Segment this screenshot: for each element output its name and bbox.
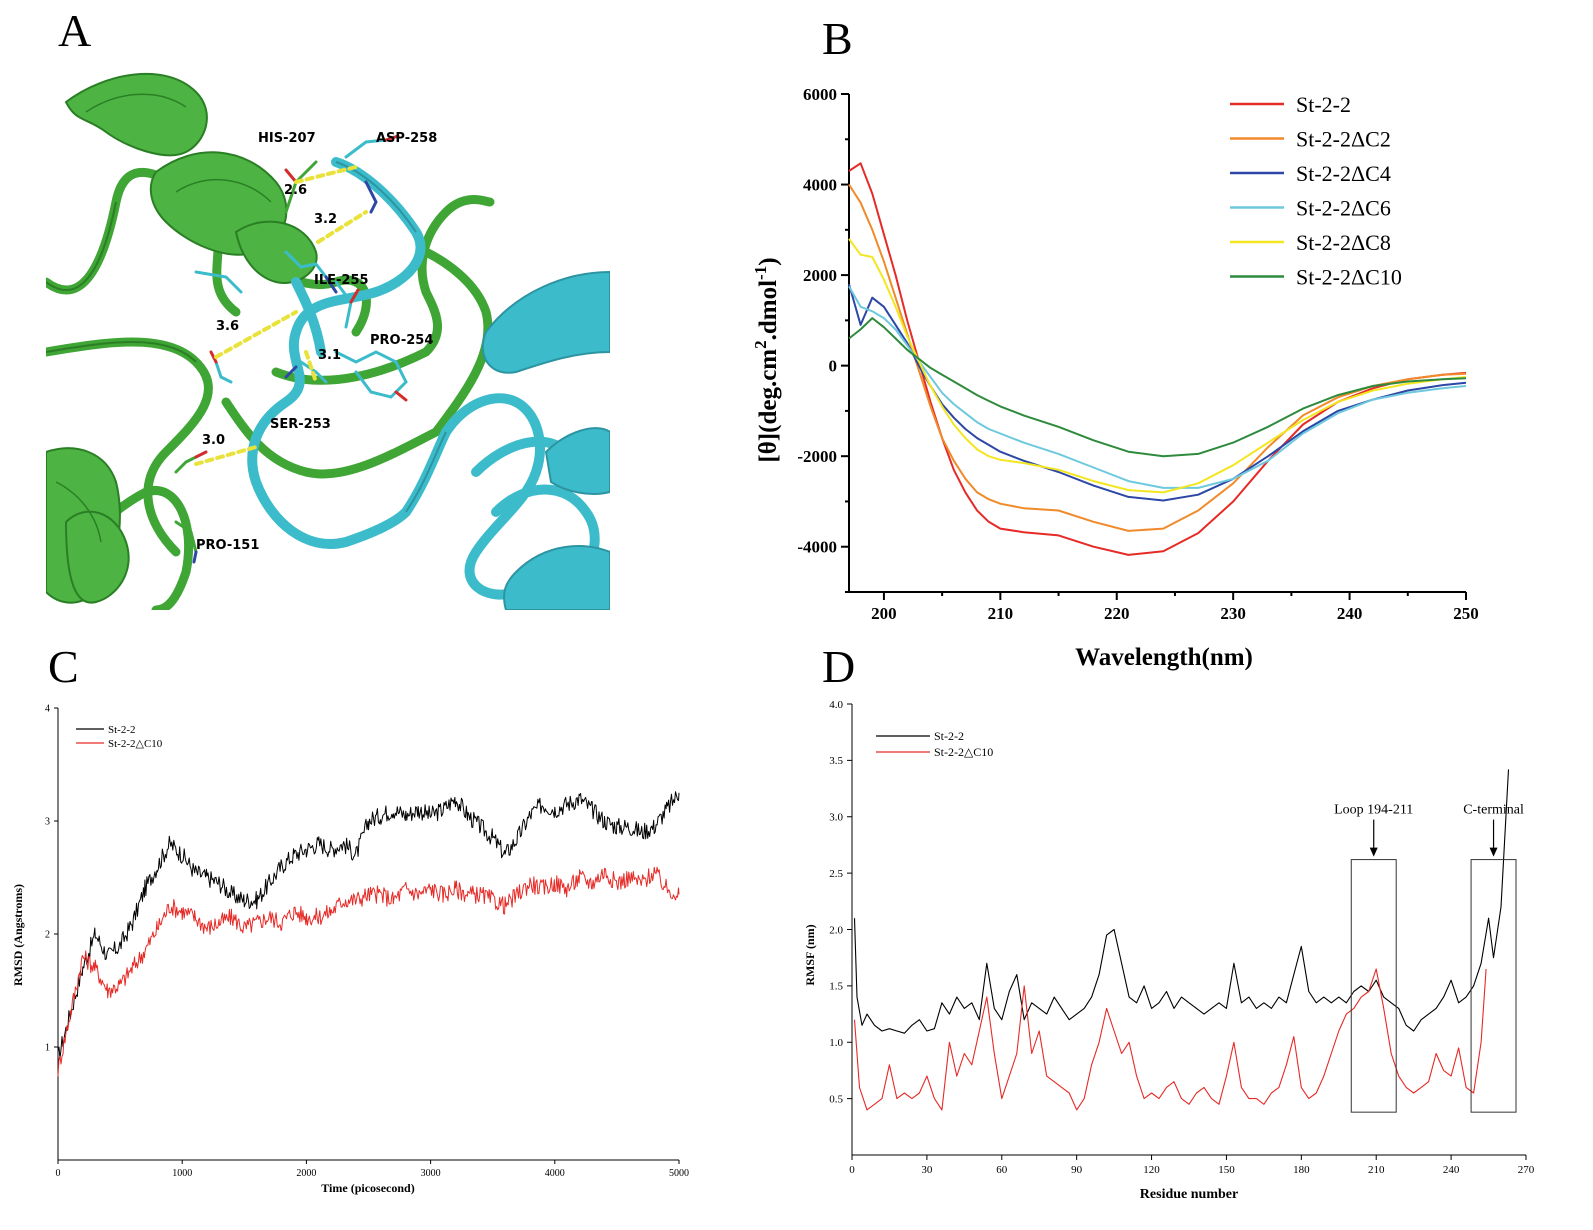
y-axis-label: RMSF (nm) <box>803 924 817 985</box>
annotation-box <box>1350 859 1397 1113</box>
residue-label: SER-253 <box>270 417 331 432</box>
y-tick-label: 6000 <box>803 85 837 104</box>
legend-label: St-2-2ΔC8 <box>1296 230 1391 255</box>
annotation-label: Loop 194-211 <box>1334 803 1413 818</box>
x-tick-label: 220 <box>1104 604 1130 623</box>
legend-label: St-2-2ΔC2 <box>1296 127 1391 152</box>
x-tick-label: 250 <box>1453 604 1479 623</box>
residue-label: PRO-151 <box>196 538 259 553</box>
legend-label: St-2-2 <box>108 724 136 736</box>
series-line-4 <box>848 285 1467 489</box>
y-tick-label: 4000 <box>803 175 837 194</box>
x-tick-label: 270 <box>1518 1164 1535 1176</box>
cd-spectrum-chart: [θ](deg.cm2.dmol-1) Wavelength(nm) 200 21… <box>751 85 1479 671</box>
x-tick-label: 210 <box>1368 1164 1385 1176</box>
series-line-2 <box>57 866 680 1077</box>
y-axis-label: RMSD (Angstroms) <box>11 884 25 986</box>
x-tick-label: 4000 <box>545 1168 565 1179</box>
legend-label: St-2-2ΔC6 <box>1296 196 1391 221</box>
y-tick-label: 1.0 <box>829 1037 843 1049</box>
residue-label: ILE-255 <box>314 273 369 288</box>
y-tick-label: 2000 <box>803 266 837 285</box>
distance-label: 3.1 <box>318 348 341 363</box>
series-line-1 <box>853 769 1510 1034</box>
series-line-1 <box>57 791 680 1060</box>
series-line-1 <box>848 162 1467 556</box>
distance-label: 3.0 <box>202 433 225 448</box>
series-line-5 <box>848 238 1467 494</box>
x-tick-label: 5000 <box>669 1168 689 1179</box>
annotation-label: C-terminal <box>1463 803 1524 818</box>
y-tick-label: 3 <box>45 817 50 828</box>
series-line-6 <box>848 317 1467 458</box>
panel-label-c: C <box>48 641 79 692</box>
distance-label: 3.2 <box>314 212 337 227</box>
panel-label-b: B <box>822 13 853 64</box>
annotation-arrowhead <box>1369 847 1378 857</box>
rmsd-chart: RMSD (Angstroms) Time (picosecond) 0 1000… <box>11 704 689 1196</box>
panel-label-a: A <box>58 5 92 56</box>
x-tick-label: 120 <box>1143 1164 1160 1176</box>
x-tick-label: 240 <box>1337 604 1363 623</box>
legend-label: St-2-2ΔC10 <box>1296 265 1402 290</box>
x-tick-label: 150 <box>1218 1164 1235 1176</box>
x-tick-label: 240 <box>1443 1164 1460 1176</box>
x-tick-label: 0 <box>849 1164 855 1176</box>
residue-label: ASP-258 <box>376 131 437 146</box>
x-tick-label: 2000 <box>296 1168 316 1179</box>
y-tick-label: -2000 <box>797 447 837 466</box>
y-tick-label: 4 <box>45 704 50 715</box>
legend-label: St-2-2△C10 <box>108 738 163 750</box>
legend-label: St-2-2△C10 <box>934 745 993 759</box>
x-tick-label: 200 <box>871 604 897 623</box>
y-axis-label: [θ](deg.cm2.dmol-1) <box>751 257 782 462</box>
distance-label: 3.6 <box>216 319 239 334</box>
series-line-2 <box>848 183 1467 532</box>
y-tick-label: 0.5 <box>829 1093 843 1105</box>
y-tick-label: 3.0 <box>829 812 843 824</box>
residue-label: PRO-254 <box>370 333 433 348</box>
x-axis-label: Wavelength(nm) <box>1075 644 1253 671</box>
legend-label: St-2-2ΔC4 <box>1296 161 1391 186</box>
distance-label: 2.6 <box>284 183 307 198</box>
x-tick-label: 0 <box>56 1168 61 1179</box>
x-axis-label: Residue number <box>1140 1187 1238 1202</box>
y-tick-label: 1.5 <box>829 981 843 993</box>
series-line-2 <box>853 968 1487 1111</box>
x-tick-label: 3000 <box>421 1168 441 1179</box>
x-tick-label: 230 <box>1220 604 1246 623</box>
series-line-3 <box>848 283 1467 502</box>
annotation-box <box>1470 859 1517 1113</box>
x-axis-label: Time (picosecond) <box>321 1181 414 1195</box>
y-tick-label: 3.5 <box>829 755 843 767</box>
panel-label-d: D <box>822 641 856 692</box>
protein-structure-image: HIS-207 ASP-258 ILE-255 PRO-254 SER-253 … <box>46 52 610 610</box>
x-tick-label: 60 <box>996 1164 1008 1176</box>
y-tick-label: 2 <box>45 930 50 941</box>
y-tick-label: 0 <box>829 357 838 376</box>
y-tick-label: -4000 <box>797 538 837 557</box>
x-tick-label: 90 <box>1071 1164 1083 1176</box>
x-tick-label: 180 <box>1293 1164 1310 1176</box>
annotation-arrowhead <box>1489 847 1498 857</box>
y-tick-label: 2.0 <box>829 924 843 936</box>
y-tick-label: 1 <box>45 1043 50 1054</box>
y-tick-label: 4.0 <box>829 699 843 711</box>
x-tick-label: 1000 <box>172 1168 192 1179</box>
x-tick-label: 210 <box>988 604 1014 623</box>
y-tick-label: 2.5 <box>829 868 843 880</box>
legend-label: St-2-2 <box>934 729 964 743</box>
rmsf-chart: RMSF (nm) Residue number 0 30 60 90 120 150 18… <box>803 699 1535 1202</box>
residue-label: HIS-207 <box>258 131 316 146</box>
legend-label: St-2-2 <box>1296 92 1351 117</box>
x-tick-label: 30 <box>921 1164 933 1176</box>
